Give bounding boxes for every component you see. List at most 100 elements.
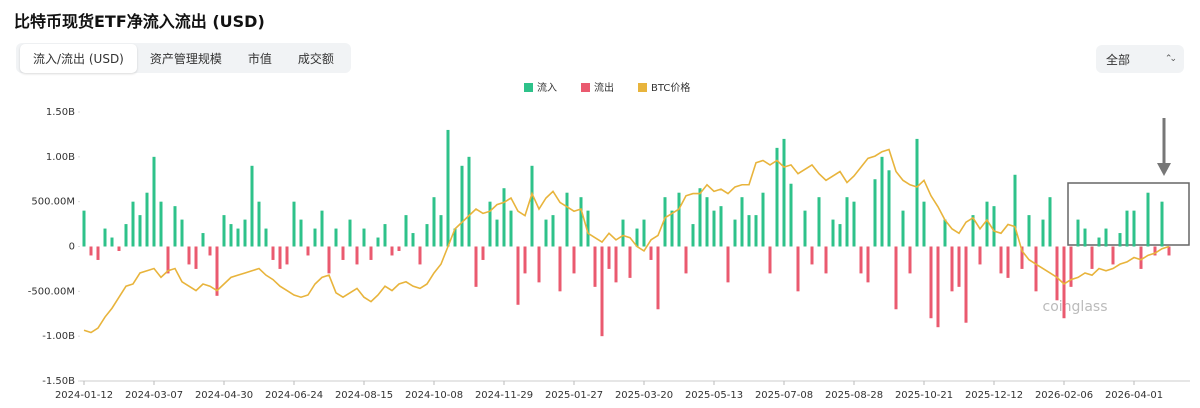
bar [775,147,779,247]
bar [145,192,149,247]
bar [600,246,604,337]
bar [1069,246,1073,287]
y-tick-label: -1.00B [42,331,75,342]
tab-bar: 流入/流出 (USD) 资产管理规模 市值 成交额 [16,43,351,73]
x-tick-label: 2025-01-27 [545,390,603,401]
bar [1118,233,1122,247]
tab[interactable]: 资产管理规模 [149,51,222,66]
bar [1167,246,1171,256]
bar [250,165,254,247]
bar [803,210,807,247]
watermark: coinglass [1043,299,1108,315]
bar [747,215,751,247]
bar [397,246,401,251]
bar [1104,228,1108,247]
bar [628,246,632,278]
bar [796,246,800,292]
bar [663,197,667,247]
bar [824,246,828,274]
bar [712,210,716,247]
bar [103,228,107,247]
bar [901,210,905,247]
bar [1160,201,1164,247]
bar [761,192,765,247]
bar [271,246,275,260]
bar [1139,246,1143,269]
bar [859,246,863,274]
bar [117,246,121,251]
tab[interactable]: 成交额 [297,51,334,66]
bar [1062,246,1066,319]
bar [726,246,730,283]
bar [992,206,996,247]
bar [684,246,688,274]
bar [96,246,100,260]
bar [936,246,940,328]
tab[interactable]: 流入/流出 (USD) [20,43,137,73]
y-tick-label: 500.00M [31,197,75,208]
bar [159,201,163,247]
bar [341,246,345,260]
bar [425,224,429,247]
y-tick-label: -500.00M [28,286,75,297]
bar [523,246,527,274]
bar [411,233,415,247]
bar [852,201,856,247]
price-line [83,148,1170,334]
legend-swatch [524,83,533,92]
bar [1090,246,1094,269]
bar [1146,192,1150,247]
bar [131,201,135,247]
bar [1048,197,1052,247]
bar [978,246,982,265]
x-tick-label: 2026-02-06 [1035,390,1093,401]
x-tick-label: 2024-04-30 [195,390,253,401]
bar [82,210,86,247]
x-tick-label: 2024-11-29 [475,390,533,401]
bar [544,219,548,247]
bar [215,246,219,296]
page-title: 比特币现货ETF净流入流出 (USD) [14,12,265,31]
bar [474,246,478,287]
bar [376,237,380,247]
bar [355,246,359,265]
bar [264,228,268,247]
bar [733,219,737,247]
bar [453,228,457,247]
bar [439,215,443,247]
bar [572,246,576,274]
bar [1083,228,1087,247]
bar [754,215,758,247]
bar [285,246,289,265]
bar [1076,219,1080,247]
bar [208,246,212,256]
bar [614,246,618,283]
tab[interactable]: 市值 [247,51,272,66]
range-select[interactable]: 全部 [1096,45,1184,73]
bar [719,206,723,247]
bar [817,197,821,247]
bar [1006,246,1010,278]
bar [313,228,317,247]
bar [432,197,436,247]
bar [166,246,170,274]
legend-label: BTC价格 [651,81,690,94]
bar [467,156,471,247]
bar [124,224,128,247]
x-tick-label: 2024-08-15 [335,390,393,401]
bar [320,210,324,247]
bar [334,228,338,247]
bar [705,197,709,247]
arrow-head [1157,163,1171,176]
bar [152,156,156,247]
bar [887,170,891,247]
bar [1111,246,1115,265]
bar [985,201,989,247]
y-tick-label: 1.50B [46,107,75,118]
bar [866,246,870,283]
y-tick-label: -1.50B [42,376,75,387]
bar [1055,246,1059,301]
bar [488,201,492,247]
bar [460,165,464,247]
